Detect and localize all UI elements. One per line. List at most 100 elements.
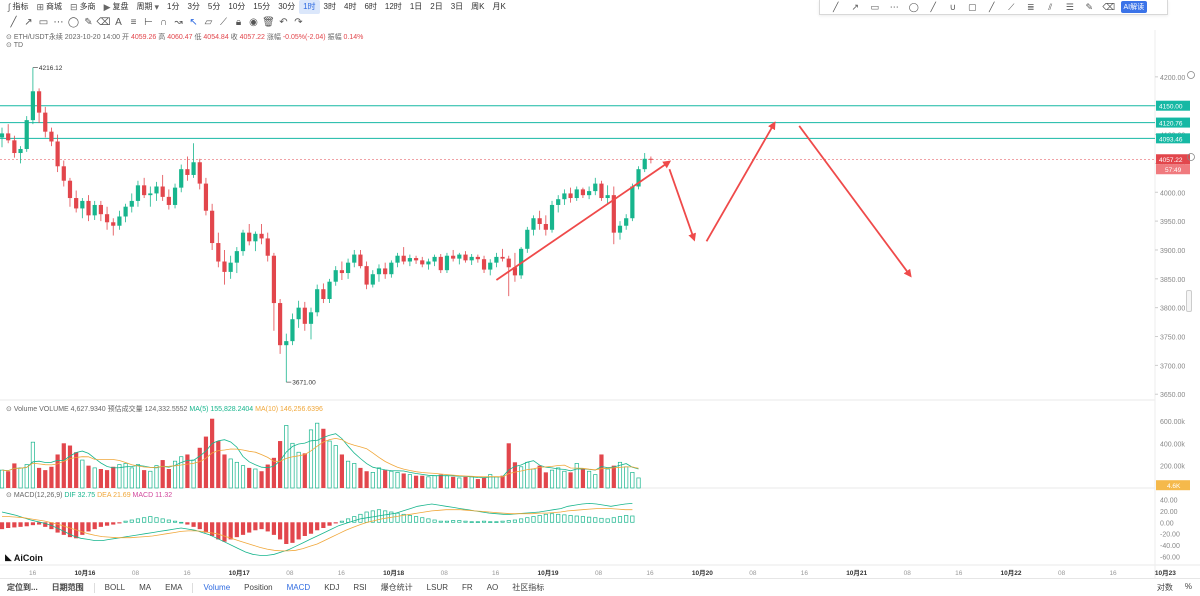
candle-body[interactable] bbox=[61, 166, 66, 181]
candle-body[interactable] bbox=[43, 112, 48, 132]
indicator-14[interactable]: 社区指标 bbox=[512, 583, 545, 592]
candle-body[interactable] bbox=[222, 261, 227, 272]
text-tool-icon[interactable]: A bbox=[115, 16, 122, 28]
toolbar-item-4[interactable]: 周期 ▾ bbox=[132, 0, 163, 14]
candle-body[interactable] bbox=[568, 193, 573, 199]
candle-body[interactable] bbox=[469, 256, 474, 261]
pen-icon[interactable]: ✎ bbox=[1085, 1, 1094, 12]
candle-body[interactable] bbox=[401, 255, 406, 262]
candle-body[interactable] bbox=[203, 183, 209, 211]
candle-body[interactable] bbox=[389, 262, 394, 275]
candle-body[interactable] bbox=[574, 189, 579, 199]
candle-body[interactable] bbox=[117, 216, 122, 226]
scale-option-0[interactable]: 对数 bbox=[1156, 583, 1173, 592]
candle-body[interactable] bbox=[234, 251, 239, 263]
candle-body[interactable] bbox=[593, 183, 598, 192]
lines-icon[interactable]: ≣ bbox=[1026, 1, 1035, 12]
candle-body[interactable] bbox=[463, 254, 468, 261]
toolbar-item-5[interactable]: 1分 bbox=[163, 0, 183, 14]
candle-body[interactable] bbox=[74, 198, 79, 209]
candle-body[interactable] bbox=[426, 261, 431, 265]
list-icon[interactable]: ☰ bbox=[1065, 1, 1074, 12]
candle-body[interactable] bbox=[247, 232, 252, 242]
trend-tool-icon[interactable]: ↝ bbox=[174, 16, 183, 28]
candle-body[interactable] bbox=[86, 200, 91, 216]
toolbar-item-12[interactable]: 3时 bbox=[320, 0, 340, 14]
brush-tool-icon[interactable]: ✎ bbox=[84, 16, 93, 28]
candle-body[interactable] bbox=[296, 307, 301, 320]
indicator-13[interactable]: AO bbox=[486, 583, 499, 592]
candle-body[interactable] bbox=[475, 256, 480, 260]
candle-body[interactable] bbox=[284, 341, 289, 346]
candle-body[interactable] bbox=[617, 225, 623, 233]
candle-body[interactable] bbox=[179, 169, 184, 188]
candle-body[interactable] bbox=[562, 193, 567, 200]
candle-body[interactable] bbox=[364, 266, 369, 285]
candle-body[interactable] bbox=[630, 186, 635, 219]
toolbar-item-6[interactable]: 3分 bbox=[183, 0, 203, 14]
candle-body[interactable] bbox=[642, 158, 647, 170]
annotation-arrow[interactable] bbox=[798, 125, 912, 278]
annotation-arrow[interactable] bbox=[705, 121, 776, 242]
toolbar-item-13[interactable]: 4时 bbox=[340, 0, 360, 14]
segment-icon[interactable]: ╱ bbox=[833, 1, 839, 12]
candle-body[interactable] bbox=[166, 196, 171, 205]
circle-icon[interactable]: ◯ bbox=[908, 1, 919, 12]
volume-toggle-icon[interactable]: ⊙ bbox=[6, 406, 12, 413]
arrow-line-icon[interactable]: ↗ bbox=[851, 1, 860, 12]
candle-body[interactable] bbox=[494, 256, 499, 263]
candle-body[interactable] bbox=[543, 224, 548, 230]
toolbar-item-16[interactable]: 1日 bbox=[406, 0, 426, 14]
candle-body[interactable] bbox=[278, 303, 283, 346]
candle-body[interactable] bbox=[333, 270, 338, 282]
candle-body[interactable] bbox=[271, 255, 277, 304]
scale-option-1[interactable]: % bbox=[1184, 582, 1192, 591]
candle-body[interactable] bbox=[395, 255, 400, 263]
candle-body[interactable] bbox=[253, 233, 258, 242]
candle-body[interactable] bbox=[481, 259, 487, 270]
candle-body[interactable] bbox=[488, 262, 493, 270]
candle-body[interactable] bbox=[444, 255, 450, 271]
ellipse-tool-icon[interactable]: ◯ bbox=[67, 16, 80, 28]
indicator-8[interactable]: KDJ bbox=[324, 583, 340, 592]
candle-body[interactable] bbox=[321, 289, 326, 300]
rectangle-tool-icon[interactable]: ▭ bbox=[38, 16, 49, 28]
toolbar-item-2[interactable]: ⊟ 多商 bbox=[66, 0, 100, 14]
candle-body[interactable] bbox=[12, 140, 17, 154]
annotation-arrow[interactable] bbox=[668, 168, 696, 242]
indicator-1[interactable]: 日期范围 bbox=[51, 583, 84, 592]
candle-body[interactable] bbox=[197, 162, 202, 184]
candle-body[interactable] bbox=[500, 256, 505, 259]
indicator-6[interactable]: Position bbox=[244, 583, 273, 592]
indicator-2[interactable]: BOLL bbox=[104, 583, 126, 592]
ruler-icon[interactable]: ▱ bbox=[204, 16, 213, 28]
delete-icon[interactable]: 🗑︎ bbox=[262, 16, 275, 28]
candle-body[interactable] bbox=[67, 180, 73, 199]
toolbar-item-3[interactable]: ▶ 复盘 bbox=[100, 0, 133, 14]
fibonacci-tool-icon[interactable]: ≡ bbox=[130, 16, 137, 28]
candle-body[interactable] bbox=[327, 281, 332, 300]
candle-body[interactable] bbox=[129, 200, 134, 207]
candle-body[interactable] bbox=[36, 91, 42, 113]
candle-body[interactable] bbox=[506, 258, 511, 268]
candle-body[interactable] bbox=[216, 243, 221, 262]
indicator-4[interactable]: EMA bbox=[165, 583, 183, 592]
candle-body[interactable] bbox=[580, 189, 586, 196]
candle-body[interactable] bbox=[265, 238, 270, 256]
candle-body[interactable] bbox=[358, 254, 363, 267]
toolbar-item-11[interactable]: 1时 bbox=[299, 0, 320, 14]
candle-body[interactable] bbox=[49, 131, 54, 142]
eraser-tool-icon[interactable]: ⌫ bbox=[96, 16, 111, 28]
measure-tool-icon[interactable]: ⊢ bbox=[144, 16, 153, 28]
candle-body[interactable] bbox=[648, 158, 653, 160]
redo-icon[interactable]: ↷ bbox=[294, 16, 303, 28]
candle-body[interactable] bbox=[98, 204, 103, 215]
candle-body[interactable] bbox=[240, 232, 246, 252]
toolbar-item-19[interactable]: 周K bbox=[467, 0, 488, 14]
candle-body[interactable] bbox=[370, 274, 375, 285]
dotted-line-icon[interactable]: ⋯ bbox=[889, 1, 899, 12]
candle-body[interactable] bbox=[537, 218, 542, 224]
line-icon[interactable]: ╱ bbox=[989, 1, 995, 12]
channel-icon[interactable]: ⟋ bbox=[1008, 1, 1015, 12]
